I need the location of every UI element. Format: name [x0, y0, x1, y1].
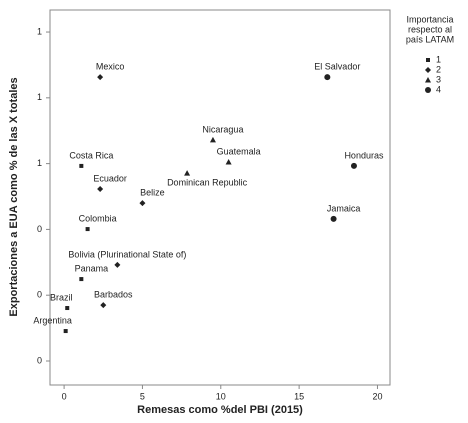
legend-title: Importancia: [406, 14, 453, 24]
legend-marker: [425, 87, 431, 93]
point: [114, 261, 121, 268]
x-tick-label: 5: [140, 391, 145, 401]
point-label: Belize: [140, 187, 165, 197]
legend-title: respecto al: [408, 24, 452, 34]
point-label: Panama: [75, 263, 109, 273]
point-label: Barbados: [94, 289, 133, 299]
point: [139, 200, 146, 207]
point: [65, 306, 70, 311]
point-label: Ecuador: [93, 173, 127, 183]
point: [184, 170, 191, 176]
point: [63, 329, 68, 334]
y-axis-label: Exportaciones a EUA como % de las X tota…: [8, 77, 20, 316]
point-label: Brazil: [50, 292, 73, 302]
y-tick-label: 1: [37, 92, 42, 102]
point: [100, 302, 107, 309]
x-tick-label: 15: [294, 391, 304, 401]
legend-label: 3: [436, 74, 441, 84]
y-tick-label: 0: [37, 224, 42, 234]
point: [79, 163, 84, 168]
point: [225, 158, 232, 165]
y-tick-label: 1: [37, 158, 42, 168]
point-label: Dominican Republic: [167, 178, 248, 188]
point-label: Colombia: [79, 213, 117, 223]
point-label: Guatemala: [217, 146, 261, 156]
legend-marker: [425, 77, 431, 83]
x-tick-label: 10: [216, 391, 226, 401]
point: [97, 185, 104, 192]
point: [209, 136, 216, 143]
point: [97, 74, 104, 81]
legend-title: país LATAM: [406, 34, 454, 44]
x-axis-label: Remesas como %del PBI (2015): [137, 404, 303, 416]
point: [85, 227, 90, 232]
legend-label: 2: [436, 64, 441, 74]
legend-label: 1: [436, 54, 441, 64]
point-label: Costa Rica: [69, 150, 113, 160]
x-tick-label: 0: [62, 391, 67, 401]
point-label: Jamaica: [327, 203, 361, 213]
point-label: Argentina: [33, 315, 72, 325]
point-label: El Salvador: [314, 61, 360, 71]
point-label: Nicaragua: [202, 124, 243, 134]
point-label: Mexico: [96, 61, 125, 71]
point: [330, 215, 337, 222]
point-label: Bolivia (Plurinational State of): [68, 249, 186, 259]
x-tick-label: 20: [372, 391, 382, 401]
point: [350, 162, 357, 169]
legend-label: 4: [436, 84, 441, 94]
y-tick-label: 0: [37, 290, 42, 300]
legend-marker: [426, 58, 430, 62]
point-label: Honduras: [344, 150, 384, 160]
plot-frame: [49, 9, 391, 386]
y-tick-label: 1: [37, 26, 42, 36]
legend-marker: [425, 67, 431, 73]
point: [79, 277, 84, 282]
y-tick-label: 0: [37, 355, 42, 365]
point: [324, 74, 331, 81]
